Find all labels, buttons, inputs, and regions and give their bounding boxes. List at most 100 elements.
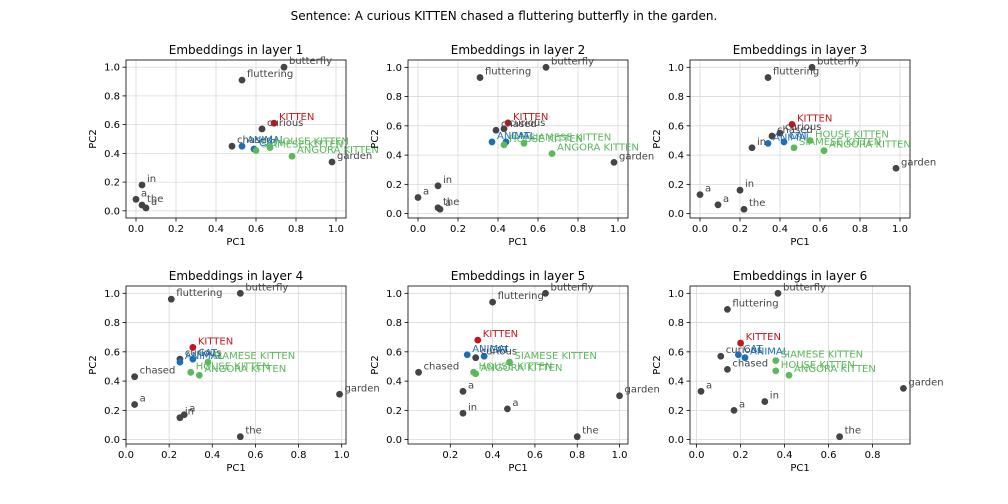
point-cat [189, 355, 197, 363]
point-house-kitten [772, 367, 780, 375]
point-kitten [270, 119, 278, 127]
point-label: a [423, 187, 429, 198]
point-label: CAT [259, 138, 279, 149]
point-label: HOUSE KITTEN [509, 134, 583, 145]
point-a [714, 201, 722, 209]
point-garden [328, 158, 336, 166]
point-label: curious [267, 118, 303, 129]
point-label: chased [424, 361, 460, 372]
y-tick-label: 0.2 [386, 180, 402, 191]
y-tick-label: 0.8 [668, 318, 684, 329]
point-house-kitten [500, 141, 508, 149]
x-tick-label: 0.0 [692, 224, 708, 235]
subplot-1: 0.0 0.2 0.4 0.6 0.8 1.0 0.0 0.2 0.4 0.6 0.8 1.0 Embe… [88, 43, 379, 248]
point-label: in [147, 174, 156, 185]
point-the [236, 433, 244, 441]
point-label: SIAMESE KITTEN [781, 350, 863, 361]
point-siamese-kitten [520, 139, 528, 147]
point-label: a [706, 380, 712, 391]
point-label: CAT [743, 344, 763, 355]
y-axis-label: PC2 [88, 129, 99, 148]
point-label: in [443, 175, 452, 186]
x-tick-label: 0.8 [570, 224, 586, 235]
point-label: garden [345, 383, 380, 394]
y-tick-label: 0.8 [386, 318, 402, 329]
x-tick-label: 0.6 [530, 224, 546, 235]
y-tick-label: 1.0 [104, 289, 120, 300]
point-label: the [245, 426, 261, 437]
point-animal [176, 358, 184, 366]
y-tick-label: 0.4 [668, 151, 684, 162]
point-label: butterfly [817, 56, 860, 67]
point-label: ANIMAL [185, 351, 224, 362]
point-label: chased [237, 135, 273, 146]
point-the [573, 433, 581, 441]
point-curious [500, 125, 508, 133]
point-label: ANIMAL [472, 344, 511, 355]
point-label: ANGORA KITTEN [297, 145, 379, 156]
y-tick-label: 0.4 [104, 149, 120, 160]
y-tick-label: 0.2 [386, 406, 402, 417]
point-kitten [189, 344, 197, 351]
point-garden [892, 164, 900, 172]
axes-frame [125, 285, 347, 445]
point-fluttering [167, 295, 175, 303]
point-house-kitten [187, 368, 195, 376]
point-label: ANIMAL [247, 135, 286, 146]
y-tick-label: 0.0 [668, 435, 684, 446]
point-a [436, 205, 444, 213]
y-tick-label: 1.0 [386, 63, 402, 74]
point-a [142, 204, 150, 212]
axes-frame [689, 285, 911, 445]
point-label: KITTEN [483, 329, 518, 340]
point-label: curious [726, 345, 762, 356]
point-label: in [468, 402, 477, 413]
point-cat [735, 351, 742, 359]
y-tick-label: 0.4 [668, 377, 684, 388]
point-label: in [745, 179, 754, 190]
point-chased [768, 132, 776, 140]
point-chased [131, 373, 139, 381]
axes-frame [407, 285, 629, 445]
point-siamese-kitten [790, 144, 798, 152]
point-angora-kitten [785, 371, 793, 379]
point-kitten [737, 339, 744, 347]
point-chased [415, 368, 422, 376]
point-label: fluttering [732, 298, 778, 309]
y-tick-label: 0.6 [104, 120, 120, 131]
point-label: a [141, 188, 147, 199]
y-tick-label: 0.4 [386, 151, 402, 162]
point-label: HOUSE KITTEN [275, 137, 349, 148]
point-label: ANGORA KITTEN [204, 364, 286, 375]
point-label: butterfly [783, 282, 826, 293]
point-a [697, 387, 705, 395]
point-label: garden [901, 157, 936, 168]
point-in [761, 398, 769, 405]
point-label: chased [140, 366, 176, 377]
point-label: fluttering [176, 288, 222, 299]
y-tick-label: 1.0 [104, 63, 120, 74]
point-curious [717, 352, 725, 360]
point-label: ANGORA KITTEN [557, 143, 639, 154]
x-tick-label: 1.0 [610, 224, 626, 235]
point-garden [900, 385, 907, 392]
point-kitten [504, 119, 512, 127]
point-a [132, 195, 140, 203]
figure-title: Sentence: A curious KITTEN chased a flut… [290, 9, 718, 23]
x-axis-label: PC1 [790, 463, 809, 474]
point-garden [616, 392, 623, 400]
subplot-title: Embeddings in layer 2 [451, 43, 585, 57]
y-tick-label: 0.0 [668, 209, 684, 220]
point-butterfly [542, 289, 549, 297]
x-tick-label: 0.4 [208, 224, 224, 235]
x-tick-label: 0.2 [168, 224, 184, 235]
point-label: fluttering [485, 67, 531, 78]
x-tick-label: 0.0 [689, 450, 705, 461]
point-fluttering [238, 76, 246, 84]
point-a [459, 387, 467, 395]
point-label: CAT [489, 345, 509, 356]
subplot-title: Embeddings in layer 3 [733, 43, 867, 57]
point-angora-kitten [820, 147, 828, 155]
point-animal [741, 354, 749, 362]
